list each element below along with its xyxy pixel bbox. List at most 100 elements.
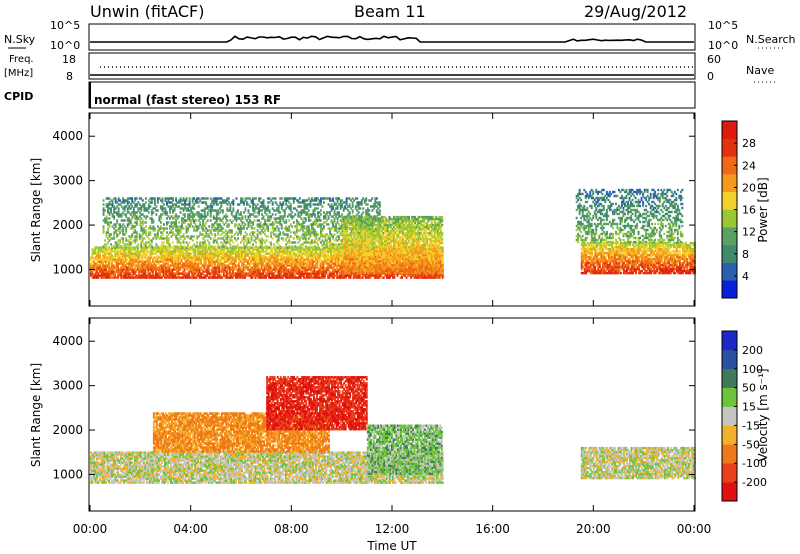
power-echo-cell: [195, 262, 198, 265]
power-echo-cell: [151, 258, 154, 261]
power-echo-cell: [121, 246, 124, 249]
power-echo-cell: [97, 258, 100, 261]
power-echo-cell: [191, 256, 194, 259]
power-echo-cell: [123, 252, 126, 255]
power-echo-cell: [94, 246, 97, 249]
power-echo-cell: [158, 274, 160, 277]
power-echo-cell: [162, 260, 165, 263]
power-echo-cell: [247, 237, 250, 240]
power-echo-cell: [99, 258, 101, 261]
power-echo-cell: [177, 258, 180, 261]
power-echo-cell: [121, 258, 124, 261]
power-echo-cell: [173, 274, 175, 277]
nave-tick-bottom: 0: [707, 70, 714, 83]
power-echo-cell: [183, 262, 186, 265]
freq-tick-top: 18: [62, 53, 76, 66]
power-echo-cell: [208, 241, 211, 244]
power-echo-cell: [91, 260, 94, 263]
power-echo-cell: [168, 250, 171, 253]
power-echo-cell: [180, 266, 183, 269]
power-echo-cell: [123, 248, 126, 251]
power-echo-cell: [124, 272, 127, 275]
power-echo-cell: [111, 266, 113, 269]
power-echo-cell: [148, 268, 151, 271]
power-echo-cell: [171, 268, 174, 271]
power-echo-cell: [162, 262, 165, 265]
power-echo-cell: [144, 229, 147, 232]
power-echo-cell: [161, 266, 163, 269]
power-echo-cell: [117, 268, 120, 271]
power-echo-cell: [200, 254, 203, 257]
power-echo-cell: [106, 258, 109, 261]
power-echo-cell: [165, 270, 168, 273]
power-echo-cell: [289, 203, 292, 206]
nsky-tick-bottom: 10^0: [50, 39, 80, 52]
power-echo-cell: [108, 252, 110, 255]
power-echo-cell: [154, 248, 157, 251]
power-echo-cell: [204, 274, 207, 277]
power-echo-cell: [177, 276, 180, 279]
power-echo-cell: [151, 272, 154, 275]
power-echo-cell: [298, 197, 301, 200]
power-echo-cell: [183, 276, 186, 279]
power-echo-cell: [130, 268, 133, 271]
power-echo-cell: [280, 197, 283, 200]
power-echo-cell: [102, 264, 104, 267]
power-echo-cell: [103, 264, 106, 267]
power-echo-cell: [197, 262, 200, 265]
power-echo-cell: [189, 260, 192, 263]
power-echo-cell: [182, 250, 184, 253]
power-echo-cell: [158, 246, 160, 249]
power-echo-cell: [114, 258, 117, 261]
power-echo-cell: [133, 254, 136, 257]
power-echo-cell: [211, 245, 214, 248]
power-echo-cell: [109, 276, 112, 279]
power-echo-cell: [155, 205, 158, 208]
nsearch-label: N.Search: [746, 33, 796, 46]
power-echo-cell: [112, 276, 115, 279]
power-echo-cell: [200, 250, 203, 253]
power-echo-cell: [161, 252, 163, 255]
power-echo-cell: [115, 264, 118, 267]
power-echo-cell: [191, 268, 194, 271]
power-echo-cell: [194, 272, 197, 275]
power-echo-cell: [156, 272, 159, 275]
power-echo-cell: [210, 260, 213, 263]
power-echo-cell: [124, 266, 127, 269]
power-echo-cell: [94, 264, 97, 267]
power-echo-cell: [207, 276, 210, 279]
power-echo-cell: [167, 237, 170, 240]
power-echo-cell: [156, 266, 159, 269]
power-echo-cell: [127, 250, 130, 253]
power-echo-cell: [150, 268, 153, 271]
power-echo-cell: [142, 254, 145, 257]
power-echo-cell: [141, 246, 144, 249]
power-echo-cell: [117, 246, 120, 249]
power-echo-cell: [147, 260, 150, 263]
power-echo-cell: [255, 241, 257, 244]
power-echo-cell: [320, 209, 322, 212]
power-echo-cell: [133, 260, 136, 263]
power-echo-cell: [198, 256, 201, 259]
power-echo-cell: [139, 254, 142, 257]
power-echo-cell: [114, 256, 117, 259]
power-echo-cell: [120, 262, 123, 265]
power-echo-cell: [121, 274, 124, 277]
power-echo-cell: [135, 252, 138, 255]
power-echo-cell: [147, 266, 150, 269]
power-echo-cell: [206, 264, 209, 267]
power-echo-cell: [116, 219, 119, 222]
power-echo-cell: [105, 264, 107, 267]
power-echo-cell: [215, 268, 218, 271]
power-echo-cell: [188, 197, 191, 200]
power-echo-cell: [206, 248, 209, 251]
power-echo-cell: [279, 231, 282, 234]
power-echo-cell: [150, 270, 153, 273]
power-echo-cell: [210, 256, 213, 259]
power-echo-cell: [210, 248, 213, 251]
power-echo-cell: [124, 260, 127, 263]
power-echo-cell: [135, 254, 138, 257]
power-echo-cell: [159, 266, 162, 269]
power-echo-cell: [192, 254, 195, 257]
power-echo-cell: [142, 262, 145, 265]
